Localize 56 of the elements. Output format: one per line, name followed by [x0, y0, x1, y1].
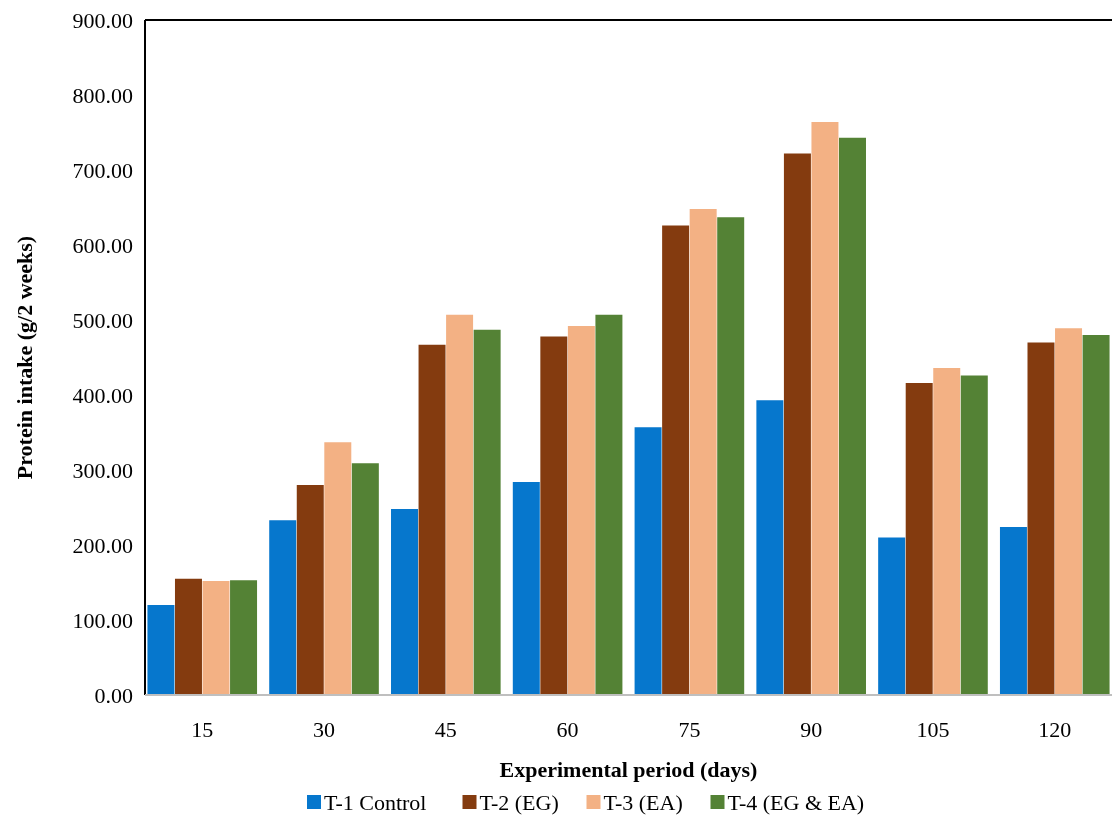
bar: [595, 314, 623, 695]
y-tick-label: 0.00: [94, 682, 133, 708]
bar: [662, 225, 690, 695]
bar: [512, 482, 540, 695]
x-tick-label: 120: [1038, 717, 1072, 742]
x-axis-title: Experimental period (days): [499, 757, 758, 782]
bar: [717, 217, 745, 695]
bar: [878, 537, 906, 695]
bar: [296, 485, 324, 695]
bar: [634, 427, 662, 695]
bar: [230, 580, 258, 695]
bar: [473, 329, 501, 695]
y-tick-label: 400.00: [72, 382, 133, 408]
bar: [756, 400, 784, 695]
bar: [811, 122, 839, 695]
bar: [269, 520, 297, 695]
y-tick-label: 500.00: [72, 307, 133, 333]
bar: [446, 314, 474, 695]
bar: [999, 527, 1027, 695]
x-tick-label: 90: [800, 717, 823, 742]
bar: [391, 509, 418, 695]
y-tick-label: 600.00: [72, 232, 133, 258]
bar: [202, 581, 230, 695]
legend-label: T-3 (EA): [603, 790, 683, 815]
bar: [1082, 335, 1110, 695]
y-tick-label: 800.00: [72, 82, 133, 108]
x-tick-label: 105: [916, 717, 950, 742]
bar: [324, 442, 352, 695]
bar: [540, 336, 568, 695]
y-tick-label: 100.00: [72, 607, 133, 633]
legend-label: T-1 Control: [324, 790, 427, 815]
y-tick-label: 700.00: [72, 157, 133, 183]
x-tick-label: 45: [434, 717, 457, 742]
legend-label: T-4 (EG & EA): [727, 790, 865, 815]
y-tick-label: 200.00: [72, 532, 133, 558]
y-tick-label: 300.00: [72, 457, 133, 483]
y-tick-label: 900.00: [72, 7, 133, 33]
bar: [783, 153, 811, 695]
x-tick-label: 75: [678, 717, 701, 742]
bar: [147, 605, 175, 695]
bar: [1055, 328, 1083, 695]
bar: [567, 326, 595, 695]
x-tick-label: 30: [313, 717, 336, 742]
bar: [351, 463, 379, 695]
legend-label: T-2 (EG): [479, 790, 559, 815]
y-axis-title: Protein intake (g/2 weeks): [12, 235, 37, 480]
bar: [960, 375, 988, 695]
bar: [689, 209, 717, 695]
bar: [1027, 342, 1055, 695]
x-tick-label: 15: [191, 717, 214, 742]
bar: [905, 383, 933, 695]
bar: [418, 344, 446, 695]
bar: [839, 137, 866, 695]
bar: [174, 578, 202, 695]
bar: [933, 368, 961, 695]
x-tick-label: 60: [556, 717, 579, 742]
